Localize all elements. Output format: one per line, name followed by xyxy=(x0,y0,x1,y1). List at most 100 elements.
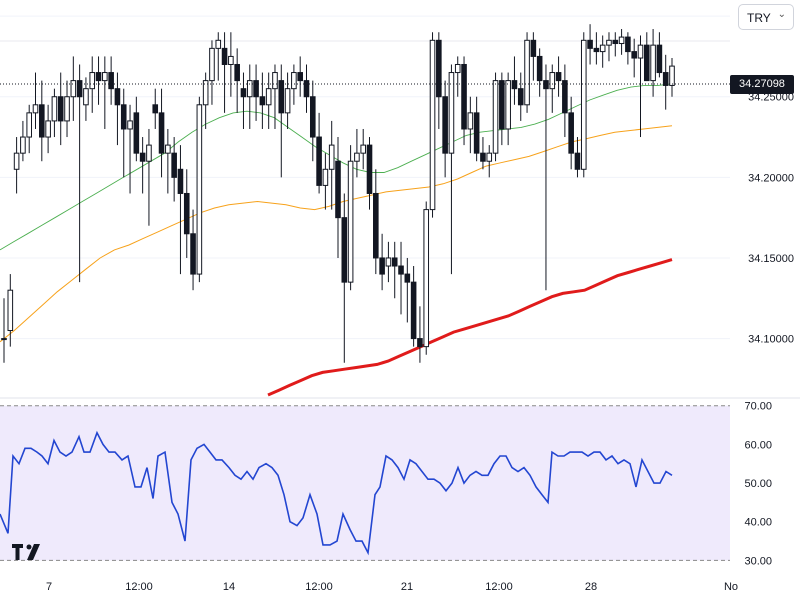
candle-body-up xyxy=(1,338,7,341)
candle xyxy=(341,193,348,363)
candle-body-down xyxy=(76,80,83,98)
currency-select[interactable]: TRY ⌄ xyxy=(738,4,794,30)
candle-body-up xyxy=(650,44,656,82)
candle xyxy=(303,64,310,113)
candle xyxy=(366,137,373,210)
price-tick-label: 34.25000 xyxy=(748,92,794,104)
candle-body-down xyxy=(587,39,593,49)
time-tick-label: No xyxy=(724,581,738,593)
candle-body-up xyxy=(209,47,215,82)
candle xyxy=(530,32,537,81)
candle xyxy=(278,64,285,178)
time-tick-label: 21 xyxy=(401,581,413,593)
candle-body-down xyxy=(517,88,524,106)
candle xyxy=(234,48,240,113)
candle-body-up xyxy=(354,152,360,162)
candle xyxy=(265,72,272,129)
candle xyxy=(562,64,568,138)
rsi-axis[interactable]: 70.00 60.00 50.00 40.00 30.00 xyxy=(744,401,772,568)
candle xyxy=(70,56,77,121)
candle-body-up xyxy=(360,144,367,154)
candle-body-down xyxy=(152,104,159,114)
candle-body-down xyxy=(303,80,310,98)
candle-body-down xyxy=(120,104,127,130)
candle-body-up xyxy=(265,88,272,106)
candle-body-up xyxy=(246,80,253,98)
candle xyxy=(391,241,398,299)
candle-body-up xyxy=(606,39,612,46)
candle xyxy=(64,80,70,138)
candle-body-down xyxy=(555,72,562,82)
currency-select-value: TRY xyxy=(747,11,771,25)
candle-body-down xyxy=(404,273,411,283)
candle-body-up xyxy=(549,72,556,90)
candle-body-up xyxy=(669,65,675,86)
candle-body-down xyxy=(335,160,341,219)
time-tick-label: 12:00 xyxy=(485,581,513,593)
rsi-panel xyxy=(0,397,800,561)
candle xyxy=(272,64,278,129)
candle-body-up xyxy=(196,104,203,275)
candle-body-up xyxy=(486,152,493,162)
candle-body-down xyxy=(108,72,114,90)
candle-body-up xyxy=(102,72,108,82)
candle xyxy=(429,32,436,218)
candle-body-up xyxy=(7,289,14,332)
time-axis[interactable]: 7 12:00 14 12:00 21 12:00 28 No xyxy=(46,581,738,593)
candle xyxy=(322,153,329,210)
candle xyxy=(102,56,108,129)
candle xyxy=(127,104,133,194)
candle xyxy=(196,96,203,283)
candle-body-up xyxy=(637,44,644,59)
candle-body-down xyxy=(253,80,259,98)
candle-body-down xyxy=(240,88,247,98)
candle-body-up xyxy=(448,72,455,154)
candle xyxy=(580,32,587,178)
candle-body-down xyxy=(530,39,537,57)
candle xyxy=(83,77,89,121)
candle-body-down xyxy=(221,47,228,65)
candle xyxy=(89,56,96,113)
rsi-tick-label: 60.00 xyxy=(744,439,772,451)
candle xyxy=(32,72,39,129)
candle xyxy=(511,56,518,105)
main-gridlines xyxy=(0,15,730,340)
candle-body-up xyxy=(599,44,606,53)
time-tick-label: 7 xyxy=(46,581,52,593)
candle-body-up xyxy=(322,168,329,186)
candle xyxy=(656,32,663,78)
candle-body-up xyxy=(64,96,70,122)
candle xyxy=(454,56,461,97)
candle-body-down xyxy=(593,47,600,53)
candle-body-down xyxy=(139,152,146,162)
rsi-line xyxy=(0,430,673,556)
candle-body-down xyxy=(436,39,442,98)
candle-body-down xyxy=(309,96,316,138)
candle-body-down xyxy=(398,265,404,275)
candle-body-down xyxy=(417,338,423,348)
time-tick-label: 14 xyxy=(223,581,235,593)
candle-body-down xyxy=(643,44,650,82)
candle xyxy=(114,72,121,146)
candle-body-up xyxy=(505,80,511,130)
candle xyxy=(152,88,159,129)
candle-body-up xyxy=(146,144,152,162)
candle-body-down xyxy=(379,257,385,275)
price-tick-label: 34.15000 xyxy=(748,253,794,265)
candle xyxy=(146,128,152,226)
price-tick-label: 34.20000 xyxy=(748,172,794,184)
candle-body-up xyxy=(165,144,171,154)
candle xyxy=(291,64,297,105)
candle xyxy=(95,56,102,105)
candle xyxy=(524,32,530,113)
candle-body-down xyxy=(259,96,266,106)
candle xyxy=(606,32,612,62)
candle xyxy=(354,128,360,178)
candle-body-up xyxy=(202,80,209,106)
candle xyxy=(543,64,549,291)
candle-body-down xyxy=(366,144,373,194)
candle-body-down xyxy=(625,36,631,53)
